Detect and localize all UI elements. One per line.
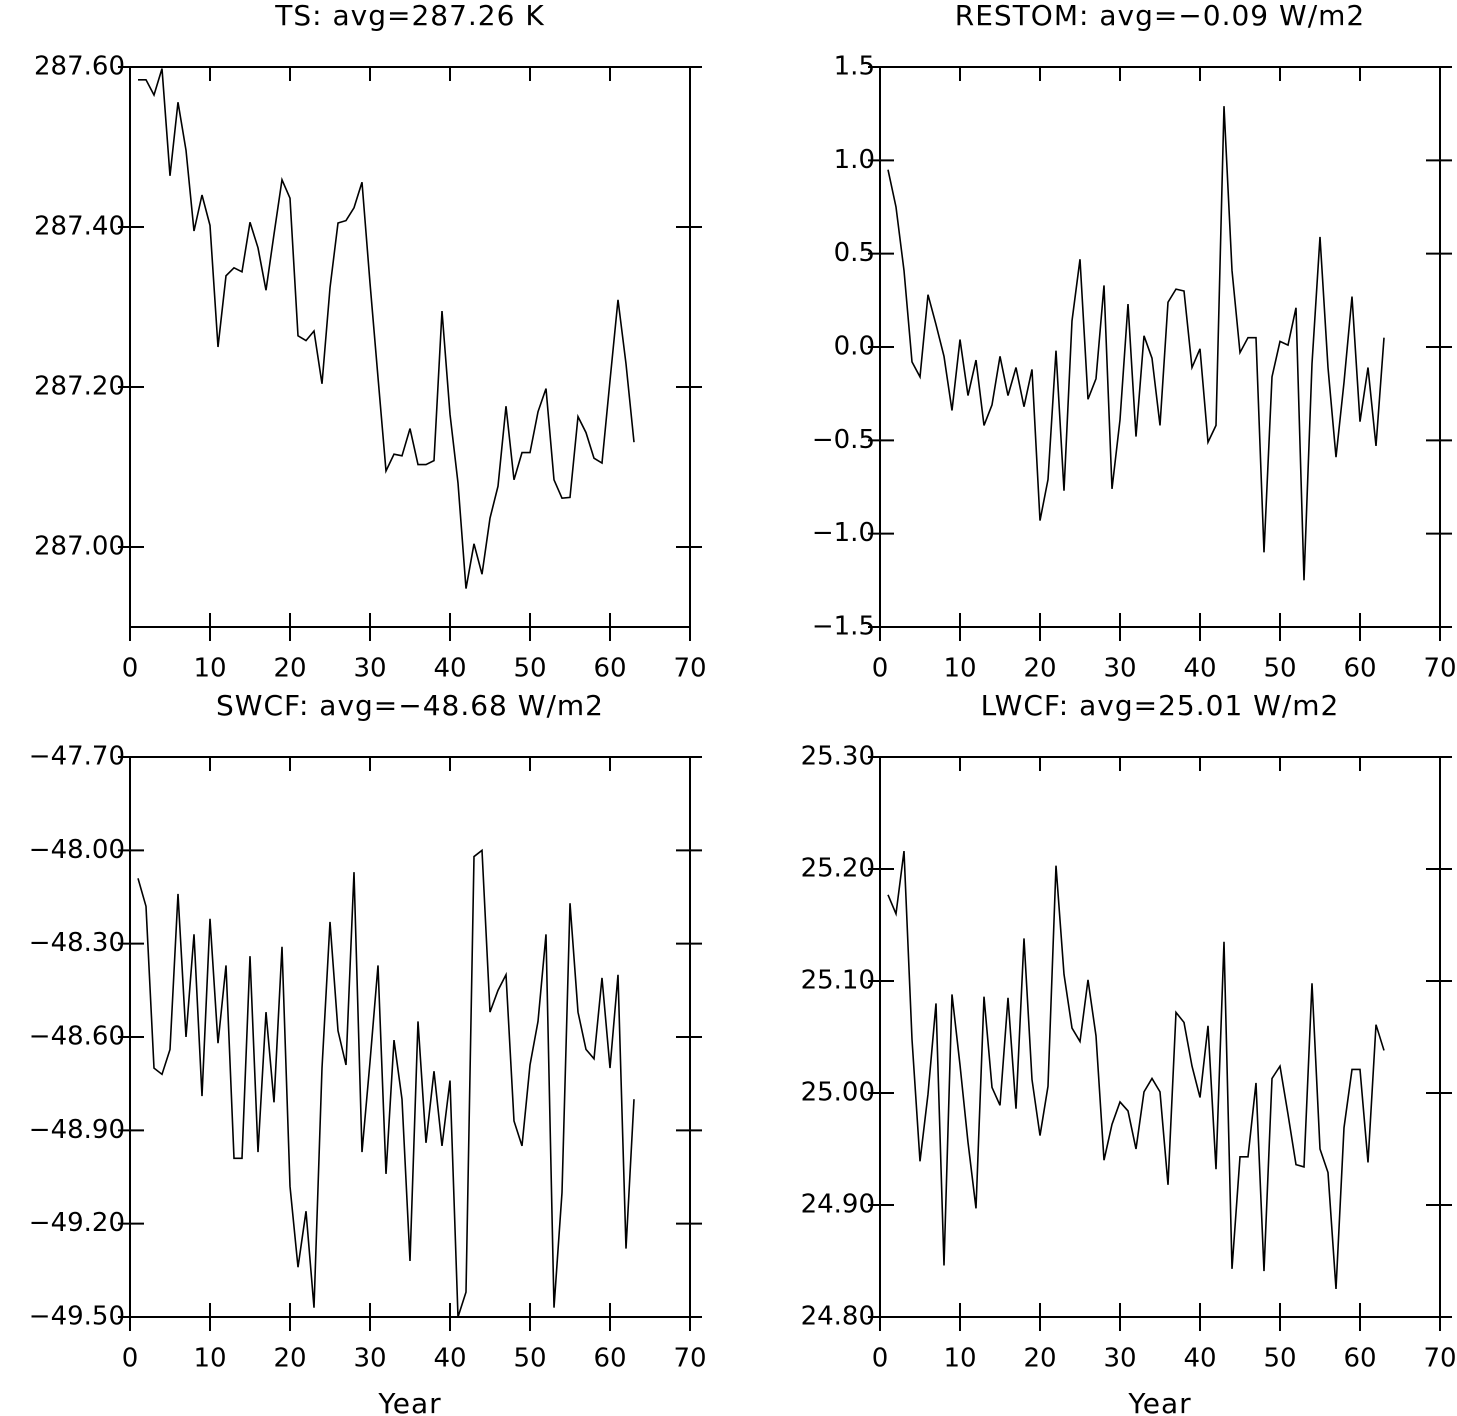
x-tick-label: 70 — [1423, 1344, 1456, 1374]
x-tick-label: 40 — [1183, 654, 1216, 684]
y-tick-label: −47.70 — [29, 742, 125, 772]
y-tick-label: −1.0 — [812, 518, 875, 548]
chart-title: SWCF: avg=−48.68 W/m2 — [216, 689, 604, 722]
x-tick-label: 0 — [122, 654, 139, 684]
y-tick-label: −48.00 — [29, 835, 125, 865]
x-tick-label: 70 — [673, 654, 706, 684]
x-tick-label: 0 — [872, 1344, 889, 1374]
y-tick-label: 287.20 — [34, 372, 125, 402]
y-tick-label: 25.10 — [801, 966, 875, 996]
x-tick-label: 60 — [1343, 1344, 1376, 1374]
x-tick-label: 20 — [1023, 654, 1056, 684]
y-tick-label: −1.5 — [812, 612, 875, 642]
chart-title: TS: avg=287.26 K — [274, 0, 544, 32]
x-tick-label: 30 — [1103, 654, 1136, 684]
x-tick-label: 30 — [353, 1344, 386, 1374]
y-tick-label: 287.00 — [34, 532, 125, 562]
x-tick-label: 10 — [193, 654, 226, 684]
x-tick-label: 50 — [1263, 654, 1296, 684]
x-tick-label: 60 — [1343, 654, 1376, 684]
y-tick-label: 24.90 — [801, 1190, 875, 1220]
plot-frame — [129, 756, 691, 1318]
y-tick-label: 25.30 — [801, 742, 875, 772]
x-tick-label: 50 — [513, 1344, 546, 1374]
y-tick-label: −48.90 — [29, 1115, 125, 1145]
series-line — [137, 848, 635, 1318]
x-tick-label: 10 — [193, 1344, 226, 1374]
x-tick-label: 70 — [1423, 654, 1456, 684]
chart-title: LWCF: avg=25.01 W/m2 — [981, 689, 1340, 722]
chart-title: RESTOM: avg=−0.09 W/m2 — [955, 0, 1365, 32]
x-tick-label: 20 — [273, 1344, 306, 1374]
y-tick-label: 24.80 — [801, 1302, 875, 1332]
x-tick-label: 10 — [943, 1344, 976, 1374]
x-tick-label: 0 — [122, 1344, 139, 1374]
y-tick-label: 287.40 — [34, 212, 125, 242]
y-tick-label: 287.60 — [34, 52, 125, 82]
y-tick-label: −49.20 — [29, 1208, 125, 1238]
series-line — [887, 106, 1385, 581]
plot-frame — [129, 66, 691, 628]
y-tick-label: −48.30 — [29, 928, 125, 958]
y-tick-label: −0.5 — [812, 425, 875, 455]
series-line — [138, 68, 635, 589]
x-tick-label: 10 — [943, 654, 976, 684]
x-tick-label: 20 — [1023, 1344, 1056, 1374]
plot-frame — [879, 756, 1441, 1318]
y-tick-label: −48.60 — [29, 1022, 125, 1052]
x-tick-label: 40 — [1183, 1344, 1216, 1374]
y-tick-label: 25.20 — [801, 854, 875, 884]
x-tick-label: 40 — [433, 654, 466, 684]
x-tick-label: 60 — [593, 654, 626, 684]
x-tick-label: 30 — [353, 654, 386, 684]
x-tick-label: 50 — [513, 654, 546, 684]
x-tick-label: 20 — [273, 654, 306, 684]
series-line — [887, 850, 1385, 1290]
x-tick-label: 30 — [1103, 1344, 1136, 1374]
y-tick-label: 25.00 — [801, 1078, 875, 1108]
x-tick-label: 70 — [673, 1344, 706, 1374]
x-axis-label: Year — [377, 1387, 441, 1416]
x-tick-label: 0 — [872, 654, 889, 684]
x-tick-label: 50 — [1263, 1344, 1296, 1374]
x-tick-label: 40 — [433, 1344, 466, 1374]
x-tick-label: 60 — [593, 1344, 626, 1374]
y-tick-label: −49.50 — [29, 1302, 125, 1332]
x-axis-label: Year — [1127, 1387, 1191, 1416]
